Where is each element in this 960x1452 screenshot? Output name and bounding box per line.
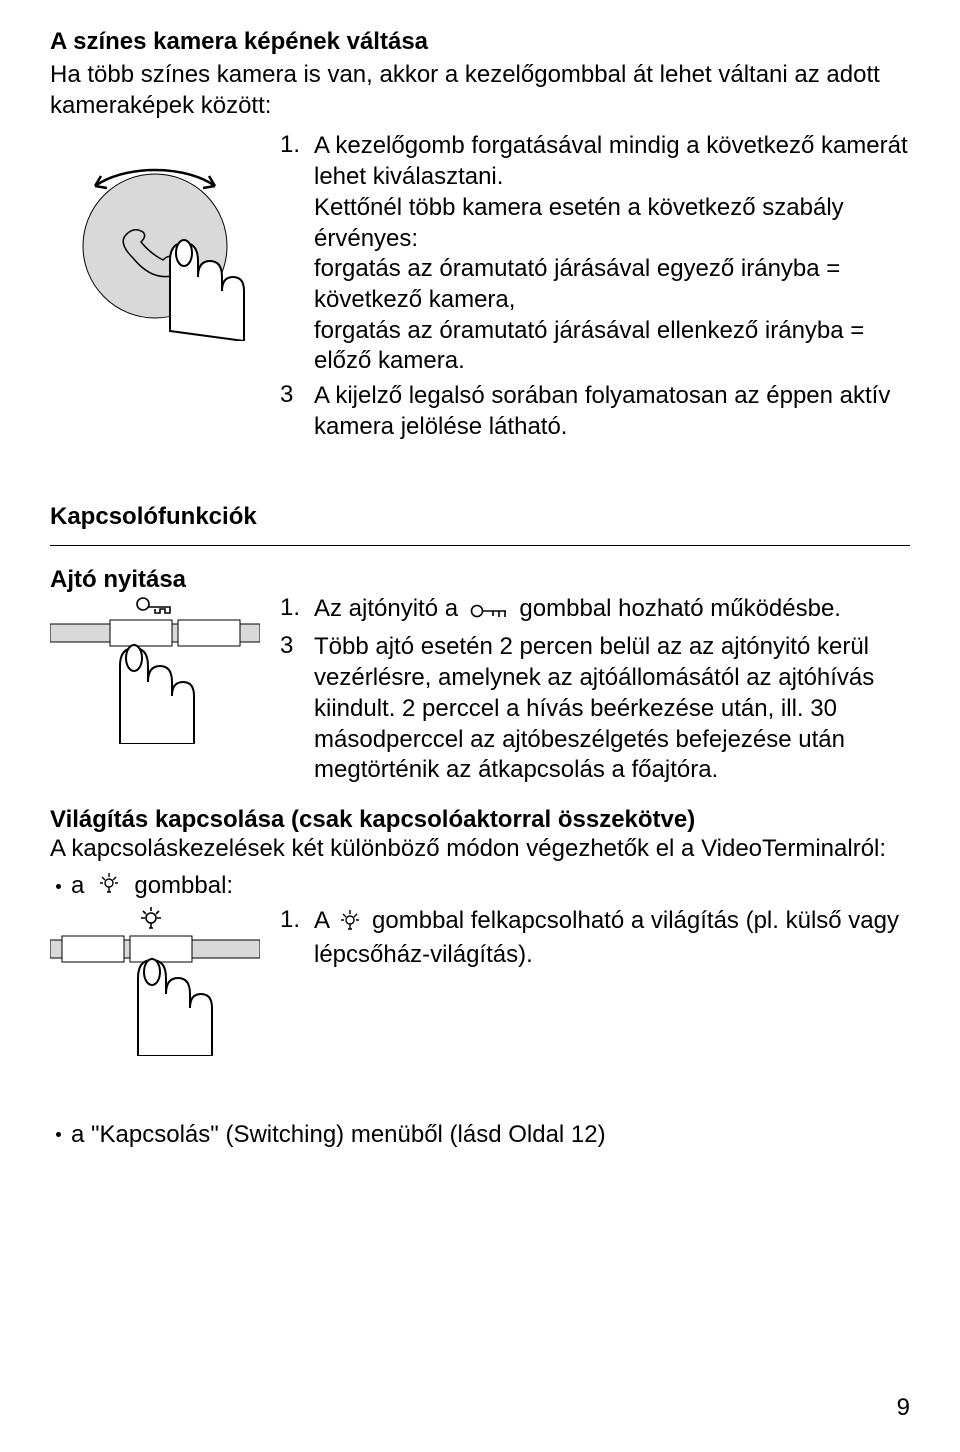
door-item1: 1. Az ajtónyitó a gombbal hozható működé… [280,594,910,629]
door-item2: 3 Több ajtó esetén 2 percen belül az az … [280,632,910,786]
list-text: A gombbal felkapcsolható a világítás (pl… [314,906,910,971]
bullet-icon [56,884,61,889]
key-button-figure [50,594,260,790]
list-text: Az ajtónyitó a gombbal hozható működésbe… [314,594,910,629]
page-number: 9 [897,1394,910,1422]
list-number: 3 [280,632,304,786]
key-press-icon [50,594,260,744]
section1-intro: Ha több színes kamera is van, akkor a ke… [50,60,910,121]
bullet-2: a "Kapcsolás" (Switching) menüből (lásd … [50,1121,910,1149]
light-block: 1. A gombbal felkapcsolható a világítás [50,906,910,1061]
s1-item1: 1. A kezelőgomb forgatásával mindig a kö… [280,131,910,377]
light-press-icon [50,906,260,1056]
section2-heading: Kapcsolófunkciók [50,503,910,546]
light-item1: 1. A gombbal felkapcsolható a világítás [280,906,910,971]
text-pre: Az ajtónyitó a [314,595,465,622]
door-text-col: 1. Az ajtónyitó a gombbal hozható működé… [280,594,910,790]
door-block: 1. Az ajtónyitó a gombbal hozható működé… [50,594,910,790]
section1-title: A színes kamera képének váltása [50,28,910,56]
text-post: gombbal hozható működésbe. [519,595,841,622]
bullet-text: a "Kapcsolás" (Switching) menüből (lásd … [71,1121,606,1149]
light-icon [98,871,120,902]
section1-block: 1. A kezelőgomb forgatásával mindig a kö… [50,131,910,446]
light-button-figure [50,906,260,1061]
page: A színes kamera képének váltása Ha több … [0,0,960,1452]
s1-item2: 3 A kijelző legalsó sorában folyamatosan… [280,381,910,442]
list-number: 1. [280,131,304,377]
bullet-1: a gombbal: [50,871,910,902]
light-icon [339,908,361,941]
door-open-title: Ajtó nyitása [50,566,910,594]
key-icon [469,598,509,629]
list-text: A kijelző legalsó sorában folyamatosan a… [314,381,910,442]
bullet-text-pre: a [71,872,84,900]
rotary-dial-icon [50,131,260,341]
bullet-icon [56,1132,61,1137]
list-text: A kezelőgomb forgatásával mindig a követ… [314,131,910,377]
light-intro: A kapcsoláskezelések két különböző módon… [50,834,910,865]
light-text-col: 1. A gombbal felkapcsolható a világítás [280,906,910,1061]
section1-text-col: 1. A kezelőgomb forgatásával mindig a kö… [280,131,910,446]
text-post: gombbal felkapcsolható a világítás (pl. … [314,907,899,969]
list-number: 1. [280,594,304,629]
light-title: Világítás kapcsolása (csak kapcsolóaktor… [50,806,910,834]
dial-figure [50,131,260,446]
list-number: 3 [280,381,304,442]
list-text: Több ajtó esetén 2 percen belül az az aj… [314,632,910,786]
list-number: 1. [280,906,304,971]
text-pre: A [314,907,335,934]
bullet-text-post: gombbal: [134,872,233,900]
